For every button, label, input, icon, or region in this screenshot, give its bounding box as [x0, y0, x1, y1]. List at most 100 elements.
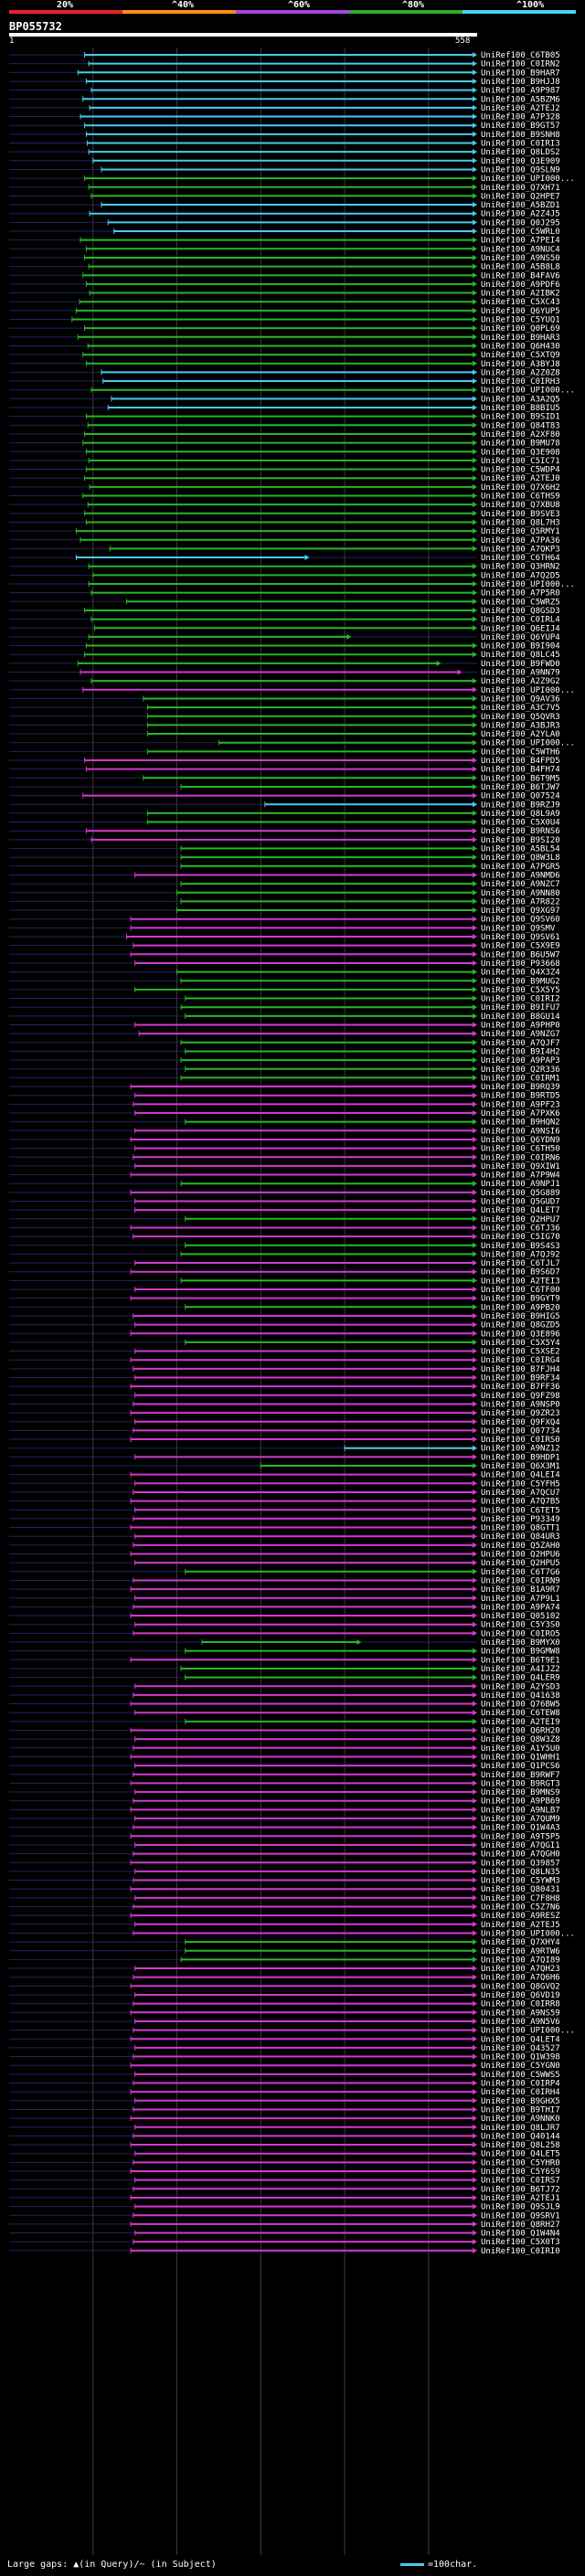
hit-row[interactable]: UniRef100_Q8GZD5: [9, 1321, 560, 1330]
hit-row[interactable]: UniRef100_B9GHX5: [9, 2097, 560, 2106]
hit-label[interactable]: UniRef100_B9RWF7: [481, 1771, 560, 1780]
hit-row[interactable]: UniRef100_C5Z7N6: [9, 1903, 560, 1913]
hit-row[interactable]: UniRef100_A7QJF7: [9, 1039, 560, 1048]
hit-row[interactable]: UniRef100_Q3HRN2: [9, 563, 560, 572]
hit-row[interactable]: UniRef100_B7FJH4: [9, 1365, 560, 1374]
hit-row[interactable]: UniRef100_A9NN80: [9, 889, 560, 898]
hit-label[interactable]: UniRef100_Q4LEI4: [481, 1471, 560, 1480]
hit-label[interactable]: UniRef100_A9PAP3: [481, 1056, 560, 1065]
hit-label[interactable]: UniRef100_B9MU78: [481, 440, 560, 449]
hit-row[interactable]: UniRef100_B7FF36: [9, 1383, 560, 1392]
hit-label[interactable]: UniRef100_C6TET5: [481, 1506, 560, 1515]
hit-row[interactable]: UniRef100_C0IRH3: [9, 377, 560, 387]
hit-label[interactable]: UniRef100_UPI000...: [481, 2027, 575, 2036]
hit-row[interactable]: UniRef100_B9MYX0: [9, 1638, 560, 1648]
hit-label[interactable]: UniRef100_Q3HRN2: [481, 563, 560, 572]
hit-row[interactable]: UniRef100_A9NSI6: [9, 1127, 560, 1136]
hit-label[interactable]: UniRef100_Q05102: [481, 1612, 560, 1621]
hit-label[interactable]: UniRef100_A7Q7B5: [481, 1498, 560, 1507]
hit-row[interactable]: UniRef100_A9PAP3: [9, 1056, 560, 1065]
hit-label[interactable]: UniRef100_A2TEJ0: [481, 474, 560, 483]
hit-row[interactable]: UniRef100_B9RF34: [9, 1374, 560, 1383]
hit-label[interactable]: UniRef100_B9RGT3: [481, 1779, 560, 1788]
hit-row[interactable]: UniRef100_C0IRS7: [9, 2177, 560, 2186]
hit-label[interactable]: UniRef100_C0IRI3: [481, 140, 560, 149]
hit-label[interactable]: UniRef100_C5XTQ9: [481, 351, 560, 360]
hit-label[interactable]: UniRef100_Q39857: [481, 1859, 560, 1868]
hit-label[interactable]: UniRef100_Q8L7H3: [481, 518, 560, 527]
hit-row[interactable]: UniRef100_A9NUC4: [9, 245, 560, 254]
hit-row[interactable]: UniRef100_B9HJJ8: [9, 78, 560, 87]
hit-row[interactable]: UniRef100_A2TEI9: [9, 1718, 560, 1727]
hit-label[interactable]: UniRef100_A9NS50: [481, 254, 560, 263]
hit-row[interactable]: UniRef100_C0IRP4: [9, 2080, 560, 2089]
hit-label[interactable]: UniRef100_C6TH50: [481, 1145, 560, 1154]
hit-row[interactable]: UniRef100_C5X0U4: [9, 819, 560, 828]
hit-row[interactable]: UniRef100_Q8GVQ2: [9, 1982, 560, 1991]
hit-row[interactable]: UniRef100_Q4LET5: [9, 2150, 560, 2159]
hit-row[interactable]: UniRef100_Q8L7H3: [9, 518, 560, 527]
hit-label[interactable]: UniRef100_A9NSP0: [481, 1400, 560, 1409]
hit-row[interactable]: UniRef100_B9HAR3: [9, 334, 560, 343]
hit-row[interactable]: UniRef100_Q1PCS6: [9, 1762, 560, 1771]
hit-label[interactable]: UniRef100_A5BZD1: [481, 201, 560, 210]
hit-label[interactable]: UniRef100_B9HQN2: [481, 1118, 560, 1128]
hit-label[interactable]: UniRef100_UPI000...: [481, 580, 575, 589]
hit-row[interactable]: UniRef100_C5WWS5: [9, 2071, 560, 2080]
hit-label[interactable]: UniRef100_B9GT57: [481, 122, 560, 131]
hit-row[interactable]: UniRef100_A9PHP0: [9, 1022, 560, 1031]
hit-row[interactable]: UniRef100_A9NZ12: [9, 1445, 560, 1454]
hit-label[interactable]: UniRef100_C5IC71: [481, 457, 560, 466]
hit-row[interactable]: UniRef100_A3A2Q5: [9, 395, 560, 404]
hit-label[interactable]: UniRef100_Q1W4N4: [481, 2230, 560, 2239]
hit-label[interactable]: UniRef100_Q8GVQ2: [481, 1982, 560, 1991]
hit-row[interactable]: UniRef100_C6TH50: [9, 1145, 560, 1154]
hit-row[interactable]: UniRef100_Q0J295: [9, 218, 560, 228]
hit-label[interactable]: UniRef100_Q9SV61: [481, 933, 560, 942]
hit-row[interactable]: UniRef100_B9RZJ9: [9, 800, 560, 810]
hit-label[interactable]: UniRef100_A9NS59: [481, 2009, 560, 2018]
hit-row[interactable]: UniRef100_Q39857: [9, 1859, 560, 1868]
hit-row[interactable]: UniRef100_Q8W3Z8: [9, 1735, 560, 1744]
hit-label[interactable]: UniRef100_Q2HPE7: [481, 192, 560, 201]
hit-row[interactable]: UniRef100_A7PA36: [9, 536, 560, 546]
hit-row[interactable]: UniRef100_C5IC71: [9, 457, 560, 466]
hit-row[interactable]: UniRef100_A5BL54: [9, 845, 560, 854]
hit-label[interactable]: UniRef100_Q0J295: [481, 218, 560, 228]
hit-row[interactable]: UniRef100_A9NN79: [9, 669, 560, 678]
hit-label[interactable]: UniRef100_C5WWS5: [481, 2071, 560, 2080]
hit-row[interactable]: UniRef100_C0IRH4: [9, 2088, 560, 2097]
hit-row[interactable]: UniRef100_B9FWD0: [9, 660, 560, 669]
hit-label[interactable]: UniRef100_A9NNK0: [481, 2115, 560, 2124]
hit-label[interactable]: UniRef100_A9NMD6: [481, 871, 560, 880]
hit-row[interactable]: UniRef100_A1Y5U0: [9, 1744, 560, 1754]
hit-row[interactable]: UniRef100_A7QGI1: [9, 1841, 560, 1850]
hit-row[interactable]: UniRef100_A9PA74: [9, 1603, 560, 1612]
hit-row[interactable]: UniRef100_C0IRG4: [9, 1356, 560, 1365]
hit-label[interactable]: UniRef100_A9PB20: [481, 1303, 560, 1312]
hit-row[interactable]: UniRef100_C6TET5: [9, 1506, 560, 1515]
hit-label[interactable]: UniRef100_C6TJ36: [481, 1224, 560, 1233]
hit-row[interactable]: UniRef100_A9NPJ1: [9, 1180, 560, 1189]
hit-label[interactable]: UniRef100_A2YSD3: [481, 1682, 560, 1691]
hit-row[interactable]: UniRef100_A9P987: [9, 87, 560, 96]
hit-label[interactable]: UniRef100_C5Z7N6: [481, 1903, 560, 1913]
hit-row[interactable]: UniRef100_C0IRO5: [9, 1629, 560, 1638]
hit-label[interactable]: UniRef100_A9NN79: [481, 669, 560, 678]
hit-row[interactable]: UniRef100_A5BZM6: [9, 95, 560, 104]
hit-row[interactable]: UniRef100_C5IG70: [9, 1233, 560, 1242]
hit-row[interactable]: UniRef100_A7PXK6: [9, 1109, 560, 1118]
hit-label[interactable]: UniRef100_A9PA74: [481, 1603, 560, 1612]
hit-row[interactable]: UniRef100_C0IRN9: [9, 1576, 560, 1585]
hit-label[interactable]: UniRef100_B9RTD5: [481, 1092, 560, 1101]
hit-label[interactable]: UniRef100_B6TJ72: [481, 2185, 560, 2194]
hit-label[interactable]: UniRef100_B8BIU5: [481, 404, 560, 413]
hit-row[interactable]: UniRef100_A9PB20: [9, 1303, 560, 1312]
hit-label[interactable]: UniRef100_Q4LET7: [481, 1206, 560, 1215]
hit-label[interactable]: UniRef100_A9NUC4: [481, 245, 560, 254]
hit-label[interactable]: UniRef100_Q7X6H2: [481, 483, 560, 493]
hit-row[interactable]: UniRef100_B6TJ72: [9, 2185, 560, 2194]
hit-label[interactable]: UniRef100_C5WRZ5: [481, 598, 560, 607]
hit-row[interactable]: UniRef100_B6TJW7: [9, 783, 560, 792]
hit-row[interactable]: UniRef100_C5XTQ9: [9, 351, 560, 360]
